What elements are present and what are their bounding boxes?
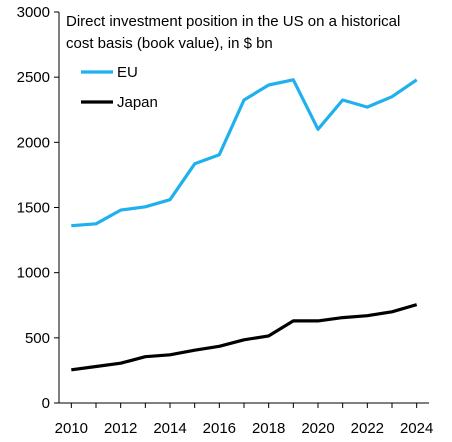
x-tick-label: 2012 [104,420,137,437]
legend-label-eu: EU [117,64,138,81]
series-line-japan [71,303,418,372]
chart-title-line-2: cost basis (book value), in $ bn [66,35,273,52]
x-tick-label: 2020 [301,420,334,437]
x-tick-label: 2014 [153,420,186,437]
y-axis-ticks: 0 500 1000 1500 2000 2500 3000 [17,4,59,412]
legend-label-japan: Japan [117,94,158,111]
y-tick-label: 0 [42,395,50,412]
y-tick-label: 2000 [17,134,50,151]
x-axis-ticks: 2010 2012 2014 2016 2018 2020 2022 2024 [55,403,433,437]
series-line-eu [71,78,418,228]
x-tick-label: 2016 [203,420,236,437]
chart-series [71,78,418,372]
chart-axes [58,12,429,404]
y-tick-label: 500 [25,330,50,347]
x-tick-label: 2022 [351,420,384,437]
y-tick-label: 3000 [17,4,50,21]
y-tick-label: 2500 [17,69,50,86]
x-tick-label: 2018 [252,420,285,437]
chart-legend: EU Japan [81,64,158,111]
x-tick-label: 2010 [55,420,88,437]
chart-title-line-1: Direct investment position in the US on … [66,13,400,30]
y-tick-label: 1500 [17,200,50,217]
y-tick-label: 1000 [17,265,50,282]
x-tick-label: 2024 [400,420,433,437]
